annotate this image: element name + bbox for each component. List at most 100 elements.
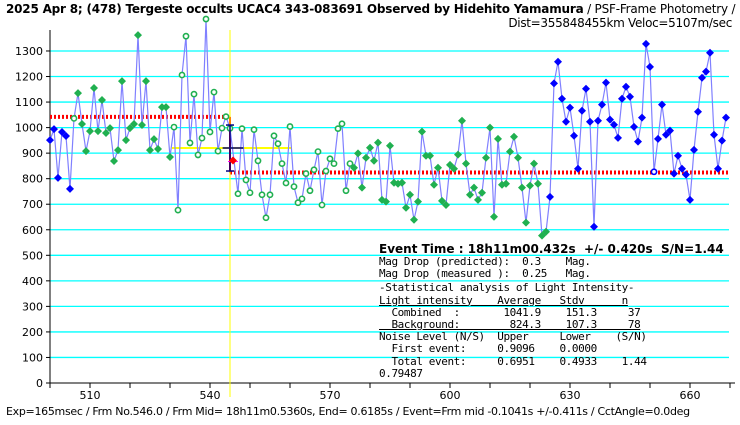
data-point (142, 77, 150, 86)
data-point (82, 147, 90, 156)
data-point (614, 133, 622, 142)
data-point (118, 77, 126, 86)
y-tick-label: 1300 (15, 45, 43, 58)
data-point (266, 191, 274, 199)
data-point (666, 126, 674, 135)
data-point (234, 190, 242, 198)
data-point (570, 131, 578, 140)
data-point (270, 132, 278, 140)
data-point (182, 32, 190, 40)
data-point (466, 190, 474, 199)
data-point (114, 146, 122, 155)
data-point (462, 159, 470, 168)
data-point (70, 115, 78, 122)
data-point (138, 121, 146, 130)
data-point (714, 164, 722, 173)
data-point (494, 134, 502, 143)
data-point (294, 199, 302, 207)
data-point (350, 163, 358, 172)
data-point (454, 150, 462, 159)
data-point (694, 107, 702, 116)
data-point (194, 151, 202, 159)
data-point (262, 214, 270, 222)
data-points (46, 15, 730, 240)
stats-line: Total event: 0.6951 0.4933 1.44 (379, 354, 647, 368)
data-point (662, 130, 670, 139)
data-point (722, 113, 730, 122)
data-point (314, 148, 322, 156)
data-point (74, 89, 82, 98)
y-tick-label: 0 (36, 377, 43, 390)
data-point (342, 187, 350, 195)
data-point (78, 120, 86, 129)
stats-line: Mag Drop (measured ): 0.25 Mag. (379, 267, 591, 281)
data-point (282, 179, 290, 187)
data-point (402, 203, 410, 212)
data-point (86, 127, 94, 136)
data-point (198, 134, 206, 142)
data-point (702, 67, 710, 76)
data-point (510, 132, 518, 141)
data-point (98, 96, 106, 105)
title-main: 2025 Apr 8; (478) Tergeste occults UCAC4… (6, 2, 584, 16)
data-point (382, 197, 390, 206)
data-point (326, 155, 334, 163)
stats-line: -Statistical analysis of Light Intensity… (379, 281, 635, 295)
y-tick-label: 400 (22, 275, 43, 288)
data-point (550, 79, 558, 88)
data-point (438, 196, 446, 205)
data-point (206, 128, 214, 136)
data-point (170, 123, 178, 131)
data-point (310, 166, 318, 174)
data-point (374, 138, 382, 147)
data-point (406, 190, 414, 199)
data-point (654, 134, 662, 143)
data-point (414, 197, 422, 206)
data-point (514, 153, 522, 162)
data-point (358, 183, 366, 192)
data-point (62, 132, 70, 141)
data-point (222, 113, 230, 121)
data-point (618, 94, 626, 103)
stats-line: 0.79487 (379, 366, 423, 380)
grid-lines (50, 50, 729, 359)
data-point (718, 136, 726, 145)
data-point (470, 183, 478, 192)
data-point (150, 135, 158, 144)
data-point (430, 180, 438, 189)
data-point (398, 178, 406, 187)
data-point (174, 206, 182, 214)
data-point (214, 147, 222, 155)
y-tick-label: 300 (22, 300, 43, 313)
data-point (490, 212, 498, 221)
data-point (338, 120, 346, 128)
stats-line: First event: 0.9096 0.0000 (379, 342, 597, 356)
event-marker (222, 30, 244, 397)
data-point (178, 71, 186, 79)
data-point (634, 137, 642, 146)
data-point (610, 120, 618, 129)
data-point (426, 151, 434, 160)
data-point (334, 125, 342, 133)
x-tick-label: 570 (320, 389, 341, 402)
footer-info: Exp=165msec / Frm No.546.0 / Frm Mid= 18… (6, 405, 690, 418)
data-point (586, 117, 594, 126)
data-point (46, 136, 54, 145)
x-tick-label: 540 (200, 389, 221, 402)
event-data-point (229, 156, 237, 165)
data-point (690, 145, 698, 154)
data-point (682, 170, 690, 179)
data-point (434, 163, 442, 172)
y-tick-label: 600 (22, 224, 43, 237)
y-tick-label: 1100 (15, 96, 43, 109)
y-tick-label: 700 (22, 198, 43, 211)
data-point (126, 124, 134, 133)
data-point (242, 176, 250, 184)
data-point (706, 48, 714, 57)
y-tick-label: 500 (22, 249, 43, 262)
data-point (558, 94, 566, 103)
data-point (522, 218, 530, 227)
data-point (598, 100, 606, 109)
data-point (238, 125, 246, 133)
data-point (574, 164, 582, 173)
